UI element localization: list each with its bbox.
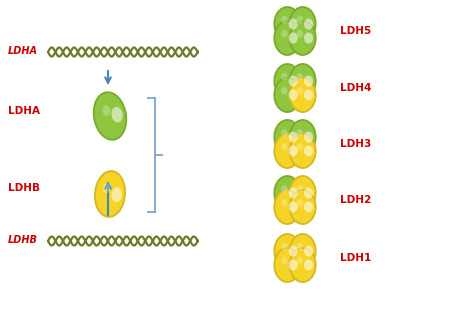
Ellipse shape (304, 76, 313, 87)
Ellipse shape (304, 246, 313, 257)
Ellipse shape (290, 7, 316, 41)
Ellipse shape (111, 187, 122, 202)
Ellipse shape (297, 30, 303, 38)
Ellipse shape (281, 73, 288, 81)
Ellipse shape (274, 64, 301, 98)
Text: LDH3: LDH3 (340, 139, 371, 149)
Ellipse shape (290, 134, 316, 168)
Ellipse shape (290, 248, 316, 282)
Ellipse shape (111, 107, 123, 123)
Ellipse shape (304, 33, 313, 44)
Ellipse shape (281, 243, 288, 251)
Text: LDH2: LDH2 (340, 195, 371, 205)
Ellipse shape (274, 248, 301, 282)
Ellipse shape (289, 131, 298, 143)
Ellipse shape (281, 185, 288, 192)
Ellipse shape (274, 234, 301, 268)
Text: LDH5: LDH5 (340, 26, 371, 36)
Text: LDH1: LDH1 (340, 253, 371, 263)
Ellipse shape (290, 176, 316, 210)
Ellipse shape (304, 187, 313, 198)
Ellipse shape (274, 176, 301, 210)
Ellipse shape (297, 185, 303, 192)
Ellipse shape (274, 120, 301, 154)
Ellipse shape (289, 33, 298, 44)
Text: LDHA: LDHA (8, 106, 40, 116)
Ellipse shape (290, 234, 316, 268)
Ellipse shape (94, 92, 126, 140)
Ellipse shape (297, 87, 303, 94)
Ellipse shape (297, 257, 303, 264)
Ellipse shape (289, 89, 298, 100)
Ellipse shape (290, 190, 316, 224)
Ellipse shape (103, 183, 110, 193)
Ellipse shape (274, 78, 301, 112)
Ellipse shape (304, 202, 313, 213)
Ellipse shape (281, 129, 288, 137)
Ellipse shape (274, 21, 301, 55)
Ellipse shape (304, 131, 313, 143)
Text: LDHA: LDHA (8, 46, 38, 56)
Ellipse shape (274, 7, 301, 41)
Ellipse shape (274, 190, 301, 224)
Ellipse shape (297, 16, 303, 24)
Ellipse shape (281, 30, 288, 38)
Ellipse shape (281, 257, 288, 264)
Ellipse shape (304, 89, 313, 100)
Ellipse shape (281, 143, 288, 151)
Text: LDH4: LDH4 (340, 83, 371, 93)
Ellipse shape (297, 129, 303, 137)
Ellipse shape (297, 73, 303, 81)
Ellipse shape (304, 259, 313, 270)
Ellipse shape (304, 18, 313, 29)
Ellipse shape (289, 18, 298, 29)
Ellipse shape (281, 87, 288, 94)
Ellipse shape (274, 134, 301, 168)
Ellipse shape (290, 78, 316, 112)
Ellipse shape (290, 120, 316, 154)
Ellipse shape (289, 145, 298, 156)
Ellipse shape (281, 16, 288, 24)
Text: LDHB: LDHB (8, 235, 38, 245)
Ellipse shape (297, 199, 303, 207)
Ellipse shape (95, 171, 125, 217)
Ellipse shape (304, 145, 313, 156)
Ellipse shape (281, 199, 288, 207)
Ellipse shape (289, 76, 298, 87)
Ellipse shape (290, 21, 316, 55)
Ellipse shape (289, 202, 298, 213)
Ellipse shape (289, 187, 298, 198)
Ellipse shape (290, 64, 316, 98)
Ellipse shape (289, 259, 298, 270)
Text: LDHB: LDHB (8, 183, 40, 193)
Ellipse shape (297, 243, 303, 251)
Ellipse shape (102, 105, 110, 116)
Ellipse shape (289, 246, 298, 257)
Ellipse shape (297, 143, 303, 151)
